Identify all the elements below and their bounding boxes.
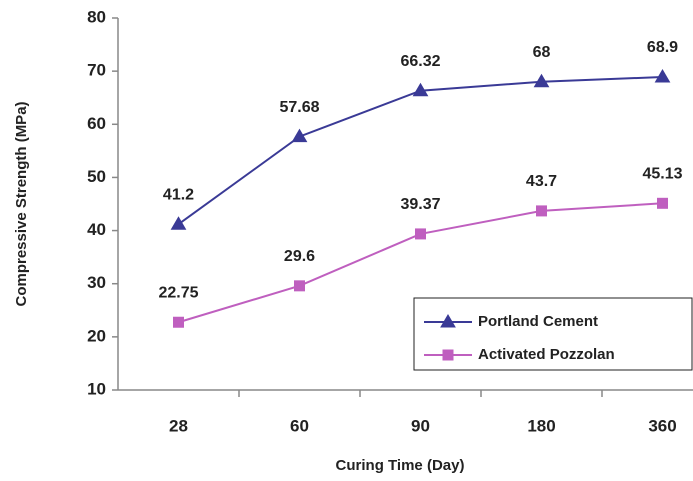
y-tick-label: 80: [87, 7, 106, 26]
marker: [294, 280, 305, 292]
x-axis-title: Curing Time (Day): [336, 457, 465, 474]
y-tick-label: 70: [87, 61, 106, 80]
marker: [654, 68, 671, 83]
data-label: 68: [533, 44, 551, 61]
data-label: 22.75: [158, 284, 198, 301]
marker: [442, 349, 454, 361]
x-tick-label: 28: [169, 416, 188, 435]
data-label: 39.37: [400, 196, 440, 213]
data-label: 41.2: [163, 186, 194, 203]
legend-box: [413, 297, 693, 371]
legend-label: Activated Pozzolan: [478, 346, 615, 363]
y-tick-label: 20: [87, 326, 106, 345]
x-tick-label: 60: [290, 416, 309, 435]
marker: [657, 197, 668, 209]
data-label: 66.32: [400, 53, 440, 70]
data-label: 68.9: [647, 39, 678, 56]
legend-label: Portland Cement: [478, 313, 598, 330]
marker: [412, 82, 429, 97]
data-label: 57.68: [279, 99, 319, 116]
data-label: 45.13: [642, 166, 682, 183]
y-tick-label: 60: [87, 114, 106, 133]
x-tick-label: 180: [527, 416, 555, 435]
y-tick-label: 10: [87, 379, 106, 398]
marker: [291, 128, 308, 143]
data-label: 29.6: [284, 248, 315, 265]
marker: [440, 314, 456, 328]
marker: [173, 316, 184, 328]
marker: [533, 73, 550, 88]
y-axis-title: Compressive Strength (MPa): [13, 101, 30, 306]
y-tick-label: 50: [87, 167, 106, 186]
legend: Portland Cement Activated Pozzolan: [413, 297, 693, 371]
marker: [415, 228, 426, 240]
data-label: 43.7: [526, 173, 557, 190]
y-tick-label: 40: [87, 220, 106, 239]
marker: [536, 205, 547, 217]
marker: [170, 216, 187, 230]
y-tick-label: 30: [87, 273, 106, 292]
x-tick-label: 360: [648, 416, 676, 435]
x-tick-label: 90: [411, 416, 430, 435]
